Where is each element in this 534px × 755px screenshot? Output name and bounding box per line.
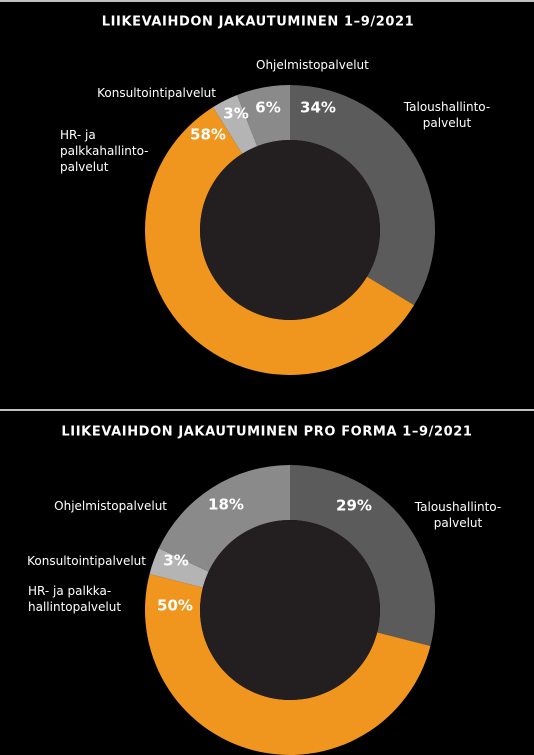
chart-title: LIIKEVAIHDON JAKAUTUMINEN 1–9/2021 <box>102 15 415 30</box>
value-label: 50% <box>157 597 193 615</box>
donut-segment <box>237 85 290 147</box>
category-label: Taloushallinto- palvelut <box>414 500 502 530</box>
donut-segment <box>212 94 258 154</box>
value-label: 34% <box>300 99 336 117</box>
category-label: Ohjelmistopalvelut <box>256 58 369 72</box>
donut-segment <box>149 548 209 588</box>
donut-hole <box>200 520 380 700</box>
donut-segment <box>158 465 290 572</box>
donut-segment <box>290 85 436 306</box>
donut-segment <box>144 573 431 755</box>
category-label: Konsultointipalvelut <box>27 554 146 568</box>
value-label: 58% <box>190 126 226 144</box>
category-label: Konsultointipalvelut <box>97 86 216 100</box>
donut-segment <box>145 107 415 375</box>
chart-title: LIIKEVAIHDON JAKAUTUMINEN PRO FORMA 1–9/… <box>61 425 472 440</box>
value-label: 6% <box>255 99 280 117</box>
value-label: 18% <box>208 496 244 514</box>
category-label: Ohjelmistopalvelut <box>54 499 167 513</box>
donut-hole <box>200 140 380 320</box>
value-label: 29% <box>336 497 372 515</box>
category-label: HR- ja palkka- hallintopalvelut <box>28 584 122 614</box>
donut-segment <box>290 465 435 647</box>
category-label: Taloushallinto- palvelut <box>403 100 491 130</box>
value-label: 3% <box>223 105 248 123</box>
category-label: HR- ja palkkahallinto- palvelut <box>60 128 149 174</box>
value-label: 3% <box>163 552 188 570</box>
